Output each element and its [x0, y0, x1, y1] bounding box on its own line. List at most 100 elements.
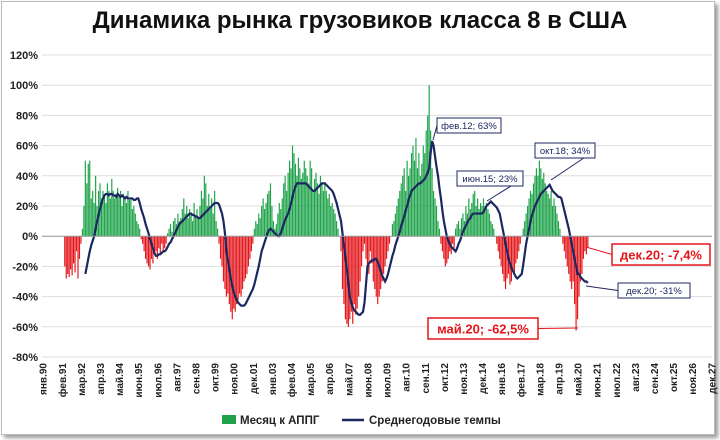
annotation-leader: [585, 246, 613, 255]
bar: [241, 236, 244, 290]
bar: [487, 209, 489, 237]
annotation: фев.12; 63%: [441, 121, 497, 132]
bar: [431, 168, 433, 237]
bar: [496, 236, 498, 244]
bar: [576, 236, 579, 320]
bar: [180, 218, 182, 237]
bar: [313, 178, 316, 237]
bar: [83, 206, 85, 237]
bar: [465, 206, 467, 237]
bar: [102, 190, 104, 237]
bar: [510, 236, 513, 282]
bar: [394, 213, 396, 237]
bar: [125, 202, 128, 237]
bar: [80, 236, 82, 244]
bar: [328, 193, 330, 237]
bar: [271, 206, 273, 237]
bar: [387, 236, 389, 252]
bar: [150, 236, 153, 259]
bar: [383, 236, 385, 274]
bar: [130, 198, 132, 237]
bar: [457, 221, 460, 237]
bar: [308, 183, 310, 237]
bar: [288, 160, 291, 237]
bar: [283, 183, 285, 237]
bar: [406, 160, 408, 237]
bar: [318, 193, 320, 237]
bar: [484, 206, 486, 237]
legend-label: Среднегодовые темпы: [369, 415, 501, 427]
bar: [503, 236, 505, 282]
bar: [284, 175, 286, 237]
bar: [149, 236, 151, 270]
bar: [565, 236, 567, 259]
bar: [525, 213, 527, 237]
x-tick-label: июл.22: [612, 363, 623, 398]
bar: [211, 198, 213, 237]
bar: [368, 236, 370, 274]
bar: [168, 228, 170, 237]
legend-swatch: [222, 415, 236, 424]
bar: [294, 163, 297, 237]
bar: [236, 236, 238, 305]
chart-title: Динамика рынка грузовиков класса 8 в США: [93, 7, 628, 34]
bar: [343, 236, 345, 305]
bar: [278, 202, 280, 237]
bar: [547, 193, 549, 237]
bar: [477, 198, 479, 237]
bar: [74, 236, 76, 273]
bar: [324, 183, 326, 237]
bar: [325, 190, 327, 237]
bar: [156, 236, 158, 259]
bar: [190, 213, 192, 237]
bar: [349, 236, 351, 320]
bar: [563, 236, 565, 252]
bar: [336, 221, 338, 237]
bar: [109, 198, 111, 237]
bar: [259, 218, 261, 237]
y-tick-label: 40%: [16, 171, 38, 183]
bar: [199, 206, 201, 237]
bar: [100, 198, 103, 237]
bar: [460, 218, 463, 237]
bar: [171, 231, 173, 237]
bar: [350, 236, 352, 312]
bar: [524, 221, 526, 237]
bar: [578, 236, 580, 297]
bar: [481, 206, 483, 237]
bar: [144, 236, 147, 259]
bar: [319, 175, 322, 237]
bar: [562, 236, 564, 244]
annotation: май.20; -62,5%: [437, 322, 529, 337]
bar: [327, 198, 329, 237]
x-tick-label: фев.91: [57, 363, 69, 398]
bar: [172, 221, 175, 237]
bar: [200, 190, 203, 237]
bar: [434, 198, 436, 237]
bar: [334, 213, 336, 237]
bar: [237, 236, 239, 300]
bar: [73, 236, 75, 264]
x-tick-label: янв.03: [268, 363, 279, 395]
y-tick-label: -60%: [12, 322, 38, 334]
y-tick-label: 60%: [16, 141, 38, 153]
bar: [209, 209, 211, 237]
bar: [362, 236, 364, 252]
bar: [159, 236, 161, 255]
bar: [312, 190, 314, 237]
bar: [435, 206, 438, 237]
bar: [280, 209, 282, 237]
bar: [359, 236, 361, 282]
bar: [264, 209, 266, 237]
bar: [584, 236, 586, 252]
bar: [432, 190, 435, 237]
bar: [205, 183, 207, 237]
bar: [71, 236, 73, 276]
bar: [68, 236, 70, 277]
annotation-leader: [585, 285, 619, 291]
bar: [246, 236, 248, 274]
bar: [380, 236, 382, 290]
bar: [240, 236, 242, 297]
bar: [194, 215, 197, 237]
bar: [164, 236, 166, 249]
